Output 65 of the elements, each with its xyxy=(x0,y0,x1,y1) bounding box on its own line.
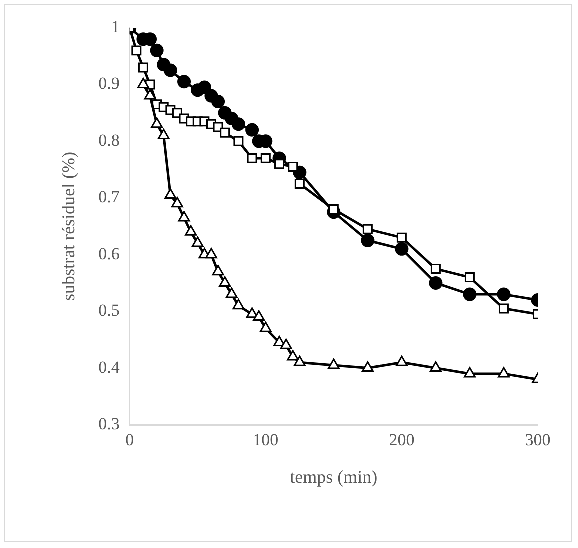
point xyxy=(164,188,177,200)
point xyxy=(328,358,340,370)
point xyxy=(274,159,284,170)
y-axis-title: substrat résiduel (%) xyxy=(58,152,79,301)
point xyxy=(362,224,373,234)
point xyxy=(430,264,441,274)
x-tick-label: 0 xyxy=(126,430,134,450)
point xyxy=(232,118,246,132)
y-tick-label: 0.4 xyxy=(98,358,120,377)
point xyxy=(274,336,286,347)
point xyxy=(226,288,238,298)
point xyxy=(206,248,218,259)
x-axis-title: temps (min) xyxy=(290,466,378,487)
point xyxy=(172,197,184,208)
point xyxy=(396,356,408,366)
point xyxy=(464,367,476,378)
point xyxy=(219,276,232,287)
point xyxy=(464,272,475,283)
point xyxy=(395,242,409,256)
y-tick-label: 1 xyxy=(111,17,120,36)
x-tick-label: 200 xyxy=(389,430,415,450)
point xyxy=(280,338,292,350)
point xyxy=(396,232,407,243)
point xyxy=(178,211,190,222)
point xyxy=(430,362,442,372)
point xyxy=(429,276,443,290)
x-tick-label: 100 xyxy=(253,430,279,450)
point xyxy=(212,265,224,276)
point xyxy=(287,350,300,361)
point xyxy=(463,288,477,302)
point xyxy=(234,136,244,146)
point xyxy=(288,162,298,172)
point xyxy=(158,129,170,140)
point xyxy=(498,304,509,314)
y-tick-label: 0.9 xyxy=(98,74,120,94)
point xyxy=(220,128,230,138)
point xyxy=(247,153,258,164)
point xyxy=(253,310,266,321)
x-tick-label: 300 xyxy=(525,430,551,450)
point xyxy=(294,178,305,189)
point xyxy=(185,225,198,236)
point xyxy=(260,322,272,332)
point xyxy=(172,108,182,118)
point xyxy=(246,123,260,137)
y-tick-label: 0.6 xyxy=(98,244,120,264)
point xyxy=(151,118,164,128)
point xyxy=(260,153,271,164)
point xyxy=(497,288,511,302)
point xyxy=(498,367,510,378)
y-tick-label: 0.3 xyxy=(98,414,120,434)
y-tick-label: 0.7 xyxy=(98,188,120,207)
point xyxy=(138,62,148,73)
point xyxy=(198,80,212,94)
point xyxy=(164,64,178,78)
point xyxy=(150,44,164,58)
point xyxy=(232,299,245,310)
point xyxy=(362,362,374,372)
point xyxy=(192,236,204,248)
point xyxy=(178,75,192,89)
y-tick-label: 0.8 xyxy=(98,130,120,150)
y-tick-label: 0.5 xyxy=(98,301,120,320)
point xyxy=(212,94,226,108)
point xyxy=(132,46,142,56)
point xyxy=(361,234,375,248)
point xyxy=(294,356,306,366)
